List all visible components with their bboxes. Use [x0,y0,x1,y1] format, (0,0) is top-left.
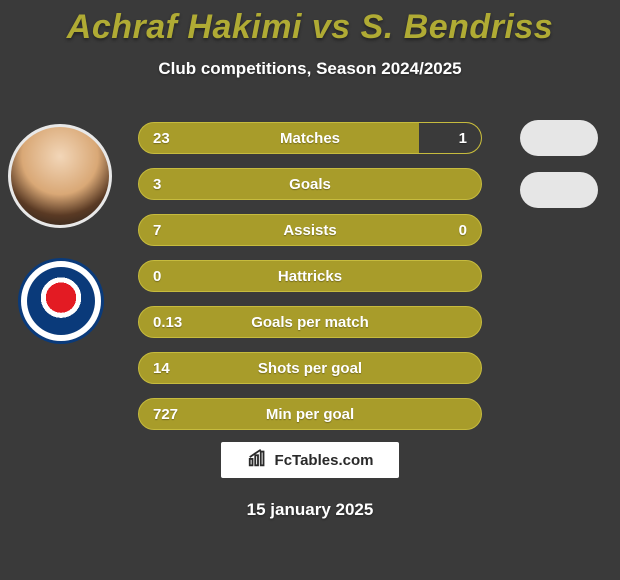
brand-box: FcTables.com [221,442,399,478]
brand-text: FcTables.com [275,452,374,469]
content-root: Achraf Hakimi vs S. Bendriss Club compet… [0,0,620,580]
stat-bar: Matches23 1 [138,122,482,154]
stat-value-left: 727 [153,399,178,429]
stat-label: Hattricks [139,261,481,291]
stat-value-left: 0.13 [153,307,182,337]
stat-bar: Goals3 [138,168,482,200]
stat-bars-container: Matches231Goals3Assists70Hattricks0Goals… [138,122,482,430]
stat-label: Goals [139,169,481,199]
subtitle: Club competitions, Season 2024/2025 [0,59,620,79]
stat-bar: Shots per goal14 [138,352,482,384]
stat-bar: Assists7 0 [138,214,482,246]
stat-label: Assists [139,215,481,245]
stat-bar: Hattricks0 [138,260,482,292]
player1-photo [8,124,112,228]
stat-label: Goals per match [139,307,481,337]
stat-value-right: 1 [459,123,467,153]
stat-value-left: 3 [153,169,161,199]
stat-value-left: 23 [153,123,170,153]
stat-label: Matches [139,123,481,153]
brand-chart-icon [247,447,269,473]
stat-value-left: 14 [153,353,170,383]
stat-value-left: 0 [153,261,161,291]
player1-club-logo [18,258,104,344]
player2-placeholder [520,120,598,156]
date-stamp: 15 january 2025 [0,500,620,520]
page-title: Achraf Hakimi vs S. Bendriss [0,0,620,47]
stat-label: Min per goal [139,399,481,429]
stat-label: Shots per goal [139,353,481,383]
player2-placeholder [520,172,598,208]
stat-value-right: 0 [459,215,467,245]
stat-bar: Min per goal727 [138,398,482,430]
stat-value-left: 7 [153,215,161,245]
stat-bar: Goals per match0.13 [138,306,482,338]
